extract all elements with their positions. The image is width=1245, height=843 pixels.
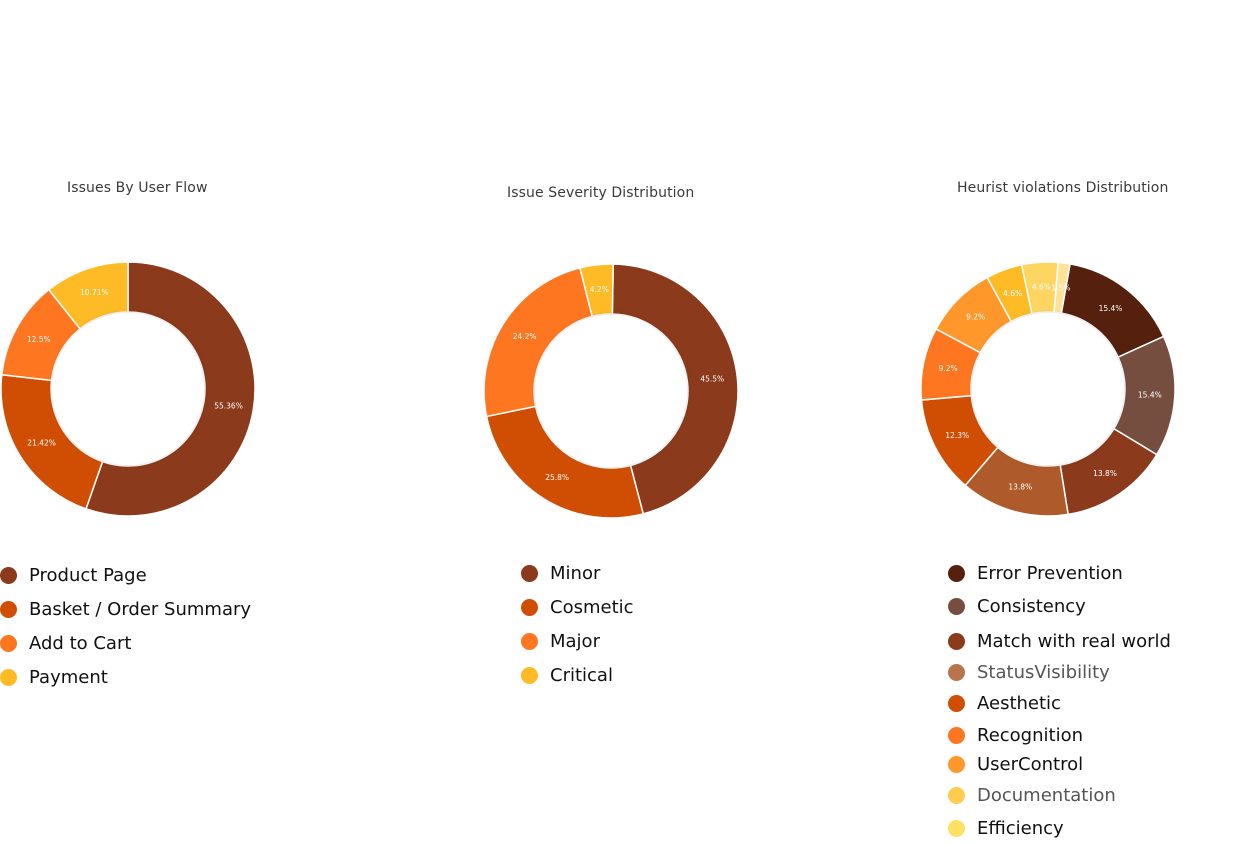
legend-label: Critical xyxy=(550,664,613,686)
legend-item: Recognition xyxy=(948,720,1171,751)
legend-swatch xyxy=(948,664,965,681)
legend-item: UserControl xyxy=(948,751,1171,777)
legend-label: Payment xyxy=(29,666,108,688)
chart-title-heuristics: Heurist violations Distribution xyxy=(957,180,1169,196)
legend-item: Aesthetic xyxy=(948,686,1171,720)
legend-item: Match with real world xyxy=(948,623,1171,659)
legend-label: Documentation xyxy=(977,784,1116,806)
legend-item: StatusVisibility xyxy=(948,659,1171,686)
slice-label: 9.2% xyxy=(966,313,985,322)
legend-item: Error Prevention xyxy=(948,558,1171,589)
slice-label: 9.2% xyxy=(939,364,958,373)
legend-label: Aesthetic xyxy=(977,692,1061,714)
legend-item: Product Page xyxy=(0,558,251,592)
legend-item: Documentation xyxy=(948,777,1171,813)
legend-label: Major xyxy=(550,630,600,652)
legend-item: Major xyxy=(521,624,634,658)
slice-label: 4.2% xyxy=(590,285,609,294)
slice-label: 12.5% xyxy=(27,335,51,344)
slice-label: 1.5% xyxy=(1051,283,1070,292)
slice-label: 4.6% xyxy=(1032,283,1051,292)
legend-swatch xyxy=(948,694,965,712)
legend-label: Product Page xyxy=(29,564,147,586)
legend-item: Consistency xyxy=(948,589,1171,623)
slice-label: 10.71% xyxy=(80,288,109,297)
legend-item: Critical xyxy=(521,658,634,692)
slice-other xyxy=(1053,261,1071,315)
chart-title-severity: Issue Severity Distribution xyxy=(507,185,695,201)
legend-swatch xyxy=(948,597,965,615)
slice-label: 15.4% xyxy=(1138,390,1162,399)
legend-item: Efficiency xyxy=(948,813,1171,843)
legend-label: Match with real world xyxy=(977,630,1171,652)
donut-hole xyxy=(972,313,1124,465)
slice-label: 15.4% xyxy=(1099,304,1123,313)
legend-swatch xyxy=(521,564,538,582)
legend-label: Basket / Order Summary xyxy=(29,598,252,620)
legend-swatch xyxy=(948,786,965,804)
legend-item: Cosmetic xyxy=(521,590,634,624)
legend-label: Efficiency xyxy=(977,817,1064,839)
legend-swatch xyxy=(0,600,17,618)
legend-label: Minor xyxy=(550,562,601,584)
slice-minor xyxy=(611,263,739,515)
legend-item: Basket / Order Summary xyxy=(0,592,251,626)
legend-item: Payment xyxy=(0,660,251,694)
legend-item: Add to Cart xyxy=(0,626,251,660)
slice-label: 24.2% xyxy=(513,332,537,341)
slice-label: 13.8% xyxy=(1008,483,1032,492)
legend-heuristics: Error Prevention Consistency Match with re… xyxy=(948,558,1171,843)
donut-hole xyxy=(535,315,687,467)
legend-swatch xyxy=(0,566,17,584)
legend-user-flow: Product Page Basket / Order Summary Add to… xyxy=(0,558,251,694)
legend-swatch xyxy=(948,632,965,650)
slice-critical xyxy=(579,263,614,318)
legend-swatch xyxy=(521,598,538,616)
slice-product-page xyxy=(85,261,256,517)
slice-label: 12.3% xyxy=(945,431,969,440)
legend-swatch xyxy=(948,565,965,582)
legend-label: UserControl xyxy=(977,753,1084,775)
legend-swatch xyxy=(948,727,965,744)
legend-label: Consistency xyxy=(977,595,1086,617)
legend-swatch xyxy=(0,668,17,686)
legend-swatch xyxy=(948,755,965,773)
legend-label: StatusVisibility xyxy=(977,662,1110,683)
legend-label: Recognition xyxy=(977,725,1083,746)
donut-chart-severity: 45.5% 25.8% 24.2% 4.2% xyxy=(483,263,739,519)
donut-chart-user-flow: 55.36% 21.42% 12.5% 10.71% xyxy=(0,261,256,517)
legend-swatch xyxy=(0,634,17,652)
donut-chart-heuristics: 15.4% 15.4% 13.8% 13.8% 12.3% 9.2% 9.2% 4.6% 4.6… xyxy=(920,261,1176,517)
legend-label: Add to Cart xyxy=(29,632,132,654)
slice-label: 21.42% xyxy=(27,439,56,448)
chart-title-user-flow: Issues By User Flow xyxy=(67,180,208,196)
legend-label: Cosmetic xyxy=(550,596,634,618)
slice-payment xyxy=(47,261,129,330)
legend-swatch xyxy=(948,819,965,837)
legend-severity: Minor Cosmetic Major Critical xyxy=(521,556,634,692)
legend-swatch xyxy=(521,632,538,650)
legend-label: Error Prevention xyxy=(977,563,1123,584)
legend-item: Minor xyxy=(521,556,634,590)
slice-label: 13.8% xyxy=(1093,469,1117,478)
slice-label: 45.5% xyxy=(700,374,724,383)
slice-label: 25.8% xyxy=(545,473,569,482)
slice-label: 4.6% xyxy=(1003,289,1022,298)
slice-label: 55.36% xyxy=(214,402,243,411)
legend-swatch xyxy=(521,666,538,684)
donut-hole xyxy=(52,313,204,465)
